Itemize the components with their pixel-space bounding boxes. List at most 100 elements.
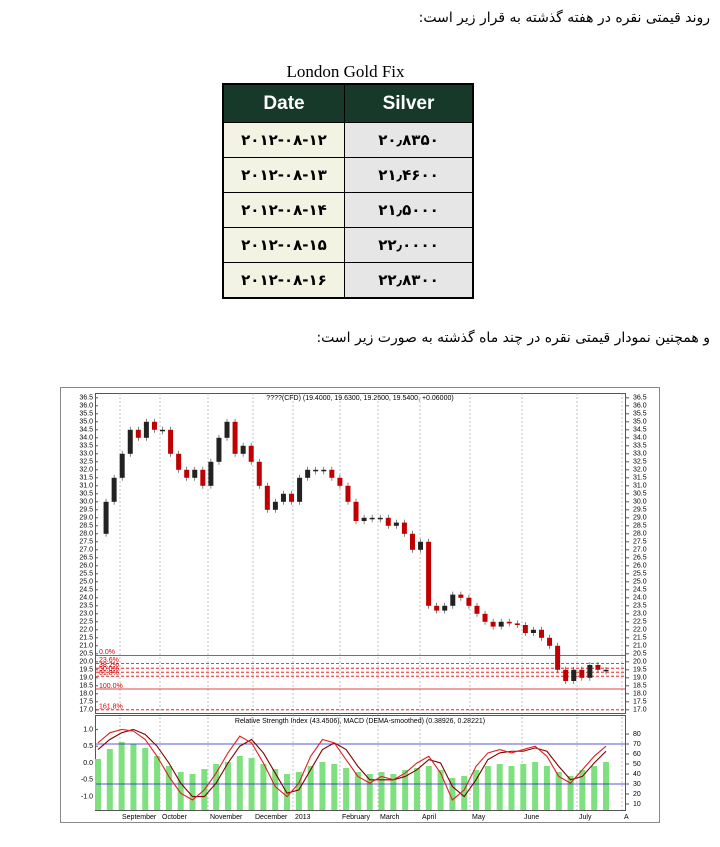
- candle: [264, 485, 270, 510]
- y-tick-label-right: 29.5: [633, 507, 647, 514]
- y-tick-label-right: 26.5: [633, 555, 647, 562]
- y-tick-label: 24.5: [79, 587, 93, 594]
- rsi-bar: [413, 768, 420, 810]
- y-tick-label-right: 32.5: [633, 459, 647, 466]
- x-tick-label: June: [524, 814, 539, 821]
- rsi-bar: [579, 770, 586, 810]
- rsi-bar: [520, 764, 527, 810]
- y-tick-label: 31.0: [79, 483, 93, 490]
- y-tick-label: 19.0: [79, 675, 93, 682]
- header-cell: Date: [222, 83, 345, 123]
- candle: [208, 461, 214, 486]
- fib-label: 50.0%: [99, 666, 119, 673]
- fib-label: 23.6%: [99, 657, 119, 664]
- chart-title: ????(CFD) (19.4000, 19.6300, 19.2600, 19…: [266, 395, 453, 402]
- candle: [353, 501, 359, 521]
- candle: [563, 669, 569, 681]
- rsi-bar: [567, 776, 574, 810]
- y-tick-label: 33.0: [79, 451, 93, 458]
- y-tick-label: 32.5: [79, 459, 93, 466]
- rsi-bar: [496, 764, 503, 810]
- header-cell: Silver: [344, 83, 474, 123]
- chart-frame: [60, 387, 660, 823]
- rsi-bar: [331, 764, 338, 810]
- candle: [498, 621, 504, 627]
- candle: [313, 469, 319, 472]
- y-tick-label: -1.0: [81, 793, 93, 800]
- y-tick-label: 34.0: [79, 435, 93, 442]
- y-tick-label: 28.0: [79, 531, 93, 538]
- candle: [305, 469, 311, 478]
- rsi-bar: [366, 774, 373, 810]
- candle: [482, 613, 488, 622]
- y-tick-label: 36.5: [79, 395, 93, 402]
- candle: [377, 517, 383, 520]
- x-tick-label: July: [579, 814, 592, 821]
- candle: [111, 477, 117, 502]
- candle: [297, 477, 303, 502]
- y-tick-label: 34.5: [79, 427, 93, 434]
- y-tick-label-right: 17.0: [633, 707, 647, 714]
- y-tick-label-right: 30.0: [633, 499, 647, 506]
- y-tick-label-right: 32.0: [633, 467, 647, 474]
- y2-tick-label: 80: [633, 731, 641, 738]
- y-tick-label: 17.0: [79, 707, 93, 714]
- candle: [168, 429, 174, 454]
- y-tick-label-right: 17.5: [633, 699, 647, 706]
- rsi-bar: [402, 770, 409, 810]
- y-tick-label: 0.5: [83, 743, 93, 750]
- rsi-bar: [354, 772, 361, 810]
- macd-line: [97, 728, 607, 801]
- y-tick-label-right: 35.5: [633, 411, 647, 418]
- y-tick-label-right: 36.5: [633, 395, 647, 402]
- y-tick-label: 18.5: [79, 683, 93, 690]
- candle: [329, 469, 335, 478]
- rsi-bar: [95, 759, 101, 810]
- candle: [127, 429, 133, 454]
- y-tick-label-right: 25.5: [633, 571, 647, 578]
- y-tick-label-right: 31.0: [633, 483, 647, 490]
- y-tick-label-right: 24.0: [633, 595, 647, 602]
- cell: ۲۲٫۸۳۰۰: [344, 262, 474, 299]
- candle: [176, 453, 182, 470]
- x-tick-label: October: [162, 814, 188, 821]
- y-tick-label: 21.5: [79, 635, 93, 642]
- y-tick-label: 33.5: [79, 443, 93, 450]
- y-tick-label-right: 33.0: [633, 451, 647, 458]
- x-tick-label: May: [472, 814, 486, 821]
- y-tick-label-right: 25.0: [633, 579, 647, 586]
- y-tick-label-right: 19.0: [633, 675, 647, 682]
- y2-tick-label: 20: [633, 791, 641, 798]
- candle: [442, 605, 448, 611]
- y-tick-label-right: 31.5: [633, 475, 647, 482]
- candle: [272, 501, 278, 510]
- y-tick-label-right: 35.0: [633, 419, 647, 426]
- y-tick-label-right: 27.5: [633, 539, 647, 546]
- candle: [337, 477, 343, 486]
- rsi-bar: [591, 766, 598, 810]
- x-tick-label: December: [255, 814, 288, 821]
- rsi-bar: [425, 766, 432, 810]
- rsi-bar: [142, 748, 149, 810]
- fib-label: 161.8%: [99, 704, 123, 711]
- fib-label: 100.0%: [99, 683, 123, 690]
- y-tick-label: 1.0: [83, 726, 93, 733]
- candle: [401, 522, 407, 534]
- candle: [522, 625, 528, 633]
- y-tick-label: 17.5: [79, 699, 93, 706]
- rsi-bar: [154, 756, 161, 810]
- paragraph: و همچنین نمودار قیمتی نقره در چند ماه گذ…: [316, 330, 710, 346]
- y-tick-label: 36.0: [79, 403, 93, 410]
- y-tick-label: 23.0: [79, 611, 93, 618]
- cell: ۲۰۱۲-۰۸-۱۴: [222, 192, 345, 228]
- rsi-bar: [284, 774, 291, 810]
- candle: [385, 517, 391, 526]
- candle: [289, 493, 295, 502]
- candle: [119, 453, 125, 478]
- fib-label: 0.0%: [99, 649, 115, 656]
- rsi-bar: [390, 774, 397, 810]
- y-tick-label-right: 34.0: [633, 435, 647, 442]
- price-pane: [95, 393, 626, 714]
- y-tick-label-right: 28.0: [633, 531, 647, 538]
- y-tick-label-right: 33.5: [633, 443, 647, 450]
